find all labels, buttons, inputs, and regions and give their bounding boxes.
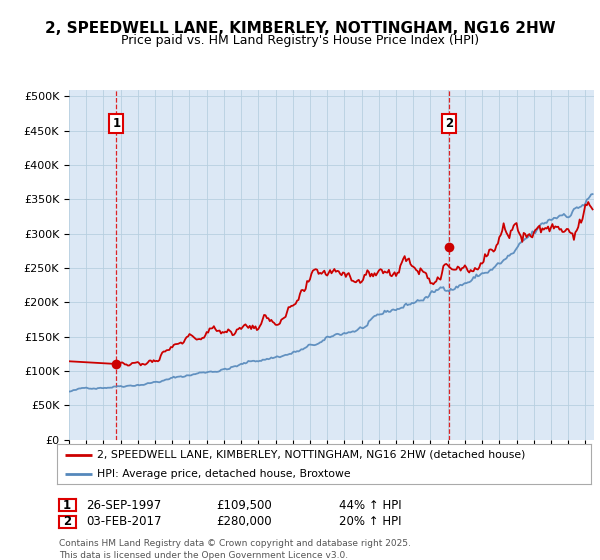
Text: 1: 1 <box>112 118 121 130</box>
Text: Contains HM Land Registry data © Crown copyright and database right 2025.
This d: Contains HM Land Registry data © Crown c… <box>59 539 410 559</box>
Text: 1: 1 <box>63 498 71 512</box>
Text: 03-FEB-2017: 03-FEB-2017 <box>86 515 161 529</box>
Text: 2: 2 <box>63 515 71 529</box>
Text: 2: 2 <box>445 118 453 130</box>
Text: 44% ↑ HPI: 44% ↑ HPI <box>339 498 401 512</box>
Text: Price paid vs. HM Land Registry's House Price Index (HPI): Price paid vs. HM Land Registry's House … <box>121 34 479 46</box>
Text: 20% ↑ HPI: 20% ↑ HPI <box>339 515 401 529</box>
Text: 26-SEP-1997: 26-SEP-1997 <box>86 498 161 512</box>
Text: HPI: Average price, detached house, Broxtowe: HPI: Average price, detached house, Brox… <box>97 469 350 478</box>
Text: £280,000: £280,000 <box>216 515 272 529</box>
Text: 2, SPEEDWELL LANE, KIMBERLEY, NOTTINGHAM, NG16 2HW: 2, SPEEDWELL LANE, KIMBERLEY, NOTTINGHAM… <box>44 21 556 36</box>
Text: £109,500: £109,500 <box>216 498 272 512</box>
Text: 2, SPEEDWELL LANE, KIMBERLEY, NOTTINGHAM, NG16 2HW (detached house): 2, SPEEDWELL LANE, KIMBERLEY, NOTTINGHAM… <box>97 450 526 460</box>
